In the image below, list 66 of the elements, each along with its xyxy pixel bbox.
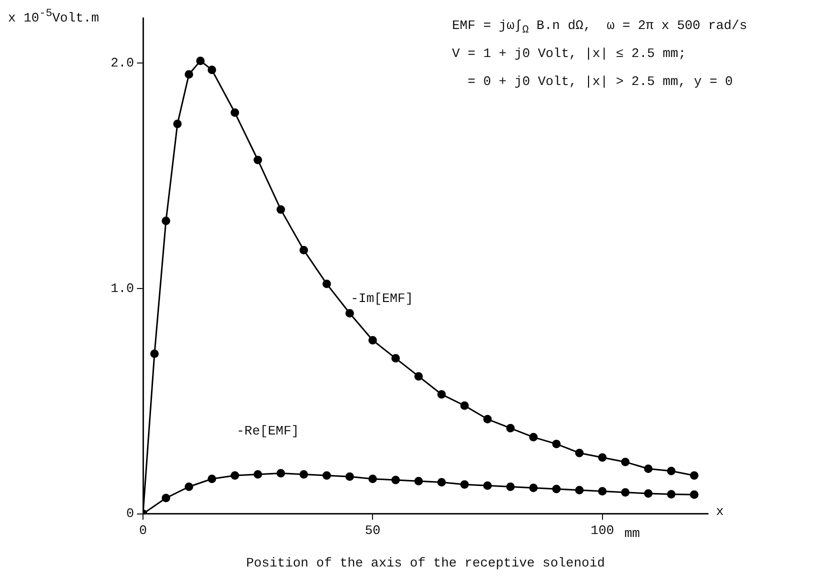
point [506, 482, 515, 492]
point [437, 478, 446, 486]
point [322, 280, 331, 288]
x-tick-label: 50 [364, 523, 380, 538]
point [460, 480, 469, 489]
point [368, 336, 377, 345]
point [552, 440, 561, 448]
point [667, 490, 676, 498]
text: mm [624, 526, 640, 541]
point [529, 484, 538, 492]
point [254, 156, 262, 164]
series-label: -Im[EMF] [350, 290, 414, 306]
point [196, 56, 205, 66]
text: x [716, 504, 724, 519]
point [529, 432, 538, 442]
point [254, 470, 262, 479]
point [208, 474, 216, 484]
point [552, 484, 561, 494]
y-tick-label: 1.0 [110, 280, 134, 296]
point [300, 470, 308, 479]
point [276, 468, 286, 478]
point [208, 66, 216, 74]
y-tick-label: 0 [126, 506, 134, 522]
point [414, 476, 423, 486]
point [644, 464, 653, 473]
point [621, 488, 630, 497]
point [230, 108, 240, 117]
point [162, 216, 170, 226]
point [414, 372, 423, 381]
annotation: = 0 + j0 Volt, |x| > 2.5 mm, y = 0 [466, 74, 733, 89]
point [162, 494, 170, 502]
point [184, 482, 194, 492]
point [345, 308, 354, 318]
annotation: EMF = jω∫$_{Ω}$ B.n dΩ, ω = 2π x 500 rad/s [452, 18, 748, 37]
point [644, 489, 653, 498]
point [690, 490, 698, 499]
y-tick-label: 2.0 [110, 56, 134, 71]
point [483, 481, 492, 490]
annotation: V = 1 + j0 Volt, |x| ≤ 2.5 mm; [452, 46, 686, 61]
point [598, 453, 607, 462]
point [276, 205, 286, 214]
point [598, 487, 607, 496]
text: -Re[EMF] [236, 423, 300, 438]
y-axis-title: x 10$^{-5}$Volt.m [8, 8, 100, 26]
point [345, 472, 354, 481]
point [667, 466, 676, 476]
point [173, 120, 182, 128]
point [506, 424, 515, 432]
point [621, 458, 630, 466]
point [150, 350, 159, 358]
point [230, 471, 240, 480]
point [437, 390, 446, 399]
point [575, 448, 584, 458]
point [184, 70, 194, 79]
point [322, 471, 331, 480]
point [391, 476, 400, 484]
point [690, 471, 698, 480]
point [460, 401, 469, 410]
point [575, 486, 584, 494]
x-tick-label: 0 [139, 523, 147, 538]
x-axis-title: Position of the axis of the receptive solenoid [246, 556, 605, 571]
point [483, 414, 492, 424]
point [391, 354, 400, 363]
point [368, 474, 377, 484]
point [300, 246, 308, 254]
x-tick-label: 100 [590, 523, 614, 538]
